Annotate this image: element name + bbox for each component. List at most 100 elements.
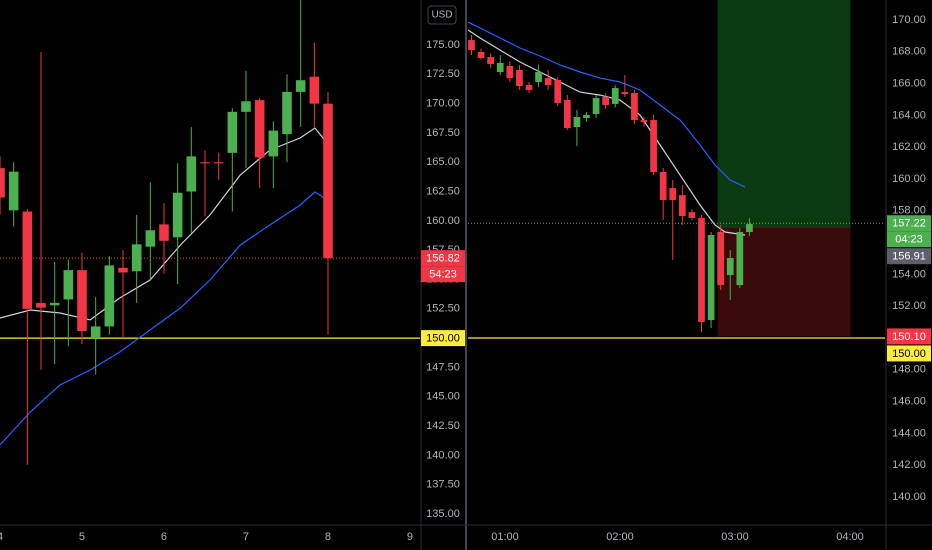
x-tick-label: 02:00 xyxy=(606,531,634,543)
y-tick-label: 160.00 xyxy=(892,173,926,185)
candle-body xyxy=(0,168,5,198)
candle-body xyxy=(669,188,677,201)
y-tick-label: 142.50 xyxy=(426,420,460,432)
candle-body xyxy=(659,172,667,201)
price-label: 150.10 xyxy=(892,331,926,343)
candle-body xyxy=(496,62,504,73)
plot-area xyxy=(468,0,885,339)
x-tick-label: 01:00 xyxy=(491,531,519,543)
moving-average xyxy=(468,21,746,188)
currency-label: USD xyxy=(431,10,452,21)
y-tick-label: 172.50 xyxy=(426,68,460,80)
price-label-box xyxy=(421,250,465,267)
candle-body xyxy=(650,120,657,173)
countdown-label: 54:23 xyxy=(429,269,457,281)
candle-body xyxy=(746,224,753,232)
y-tick-label: 166.00 xyxy=(892,78,926,90)
price-label: 156.91 xyxy=(892,251,926,263)
price-label-box xyxy=(887,248,931,265)
countdown-box xyxy=(887,231,931,248)
x-tick-label: 8 xyxy=(325,531,331,543)
x-tick-label: 04:00 xyxy=(836,531,864,543)
y-tick-label: 168.00 xyxy=(892,46,926,58)
candle-body xyxy=(535,72,542,83)
candle-body xyxy=(282,91,292,135)
candle-body xyxy=(8,171,19,211)
y-tick-label: 175.00 xyxy=(426,39,460,51)
moving-average xyxy=(468,29,746,236)
y-tick-label: 135.00 xyxy=(426,508,460,520)
y-tick-label: 158.00 xyxy=(892,205,926,217)
y-tick-label: 164.00 xyxy=(892,109,926,121)
candle-body xyxy=(295,80,306,92)
y-tick-label: 145.00 xyxy=(426,391,460,403)
candle-body xyxy=(707,234,715,321)
candle-body xyxy=(525,85,533,90)
candle-body xyxy=(323,103,333,259)
x-tick-label: 5 xyxy=(79,531,85,543)
candle-body xyxy=(309,76,320,104)
y-tick-label: 160.00 xyxy=(426,215,460,227)
candle-body xyxy=(487,57,495,65)
candle-body xyxy=(241,101,251,112)
countdown-label: 04:23 xyxy=(895,234,923,246)
candle-body xyxy=(678,195,686,217)
candle-body xyxy=(592,98,600,114)
y-tick-label: 144.00 xyxy=(892,427,926,439)
candle-body xyxy=(227,111,238,153)
candle-body xyxy=(36,302,46,308)
price-label-box xyxy=(421,330,465,347)
price-label-box xyxy=(887,215,931,232)
candle-body xyxy=(688,212,696,218)
y-tick-label: 140.00 xyxy=(892,491,926,503)
candle-body xyxy=(573,117,581,128)
y-tick-label: 147.50 xyxy=(426,361,460,373)
candle-body xyxy=(602,96,610,106)
candle-body xyxy=(254,100,265,158)
candle-body xyxy=(477,51,485,59)
y-tick-label: 162.50 xyxy=(426,185,460,197)
price-label: 150.00 xyxy=(426,333,460,345)
candle-body xyxy=(49,302,60,306)
y-tick-label: 162.00 xyxy=(892,141,926,153)
y-tick-label: 140.00 xyxy=(426,449,460,461)
x-tick-label: 4 xyxy=(0,531,3,543)
candle-body xyxy=(468,40,475,51)
y-tick-label: 154.00 xyxy=(892,268,926,280)
candle-body xyxy=(22,211,33,309)
price-label-box xyxy=(887,328,931,345)
x-tick-label: 03:00 xyxy=(721,531,749,543)
candle-body xyxy=(736,231,744,286)
candle-body xyxy=(200,162,210,164)
candle-body xyxy=(186,156,197,192)
candle-body xyxy=(104,265,115,327)
price-label: 156.82 xyxy=(426,253,460,265)
y-tick-label: 137.50 xyxy=(426,479,460,491)
candle-body xyxy=(640,120,648,123)
candle-body xyxy=(131,244,142,272)
candle-body xyxy=(516,69,523,87)
y-tick-label: 170.00 xyxy=(892,14,926,26)
price-label-box xyxy=(887,345,931,362)
profit-zone xyxy=(717,0,851,228)
y-tick-label: 142.00 xyxy=(892,459,926,471)
candle-body xyxy=(145,230,156,247)
candle-body xyxy=(544,78,552,86)
y-tick-label: 152.00 xyxy=(892,300,926,312)
moving-average xyxy=(0,191,326,446)
price-label: 157.22 xyxy=(892,218,926,230)
moving-average xyxy=(0,127,326,321)
candle-body xyxy=(611,88,619,104)
candle-body xyxy=(563,100,571,128)
price-label: 150.00 xyxy=(892,348,926,360)
candle-body xyxy=(268,130,279,157)
y-tick-label: 148.00 xyxy=(892,364,926,376)
countdown-box xyxy=(421,266,465,283)
candle-body xyxy=(506,65,514,79)
x-tick-label: 9 xyxy=(407,531,413,543)
candle-body xyxy=(583,114,590,118)
x-tick-label: 6 xyxy=(161,531,167,543)
candle-body xyxy=(726,258,734,276)
candle-body xyxy=(698,217,705,322)
